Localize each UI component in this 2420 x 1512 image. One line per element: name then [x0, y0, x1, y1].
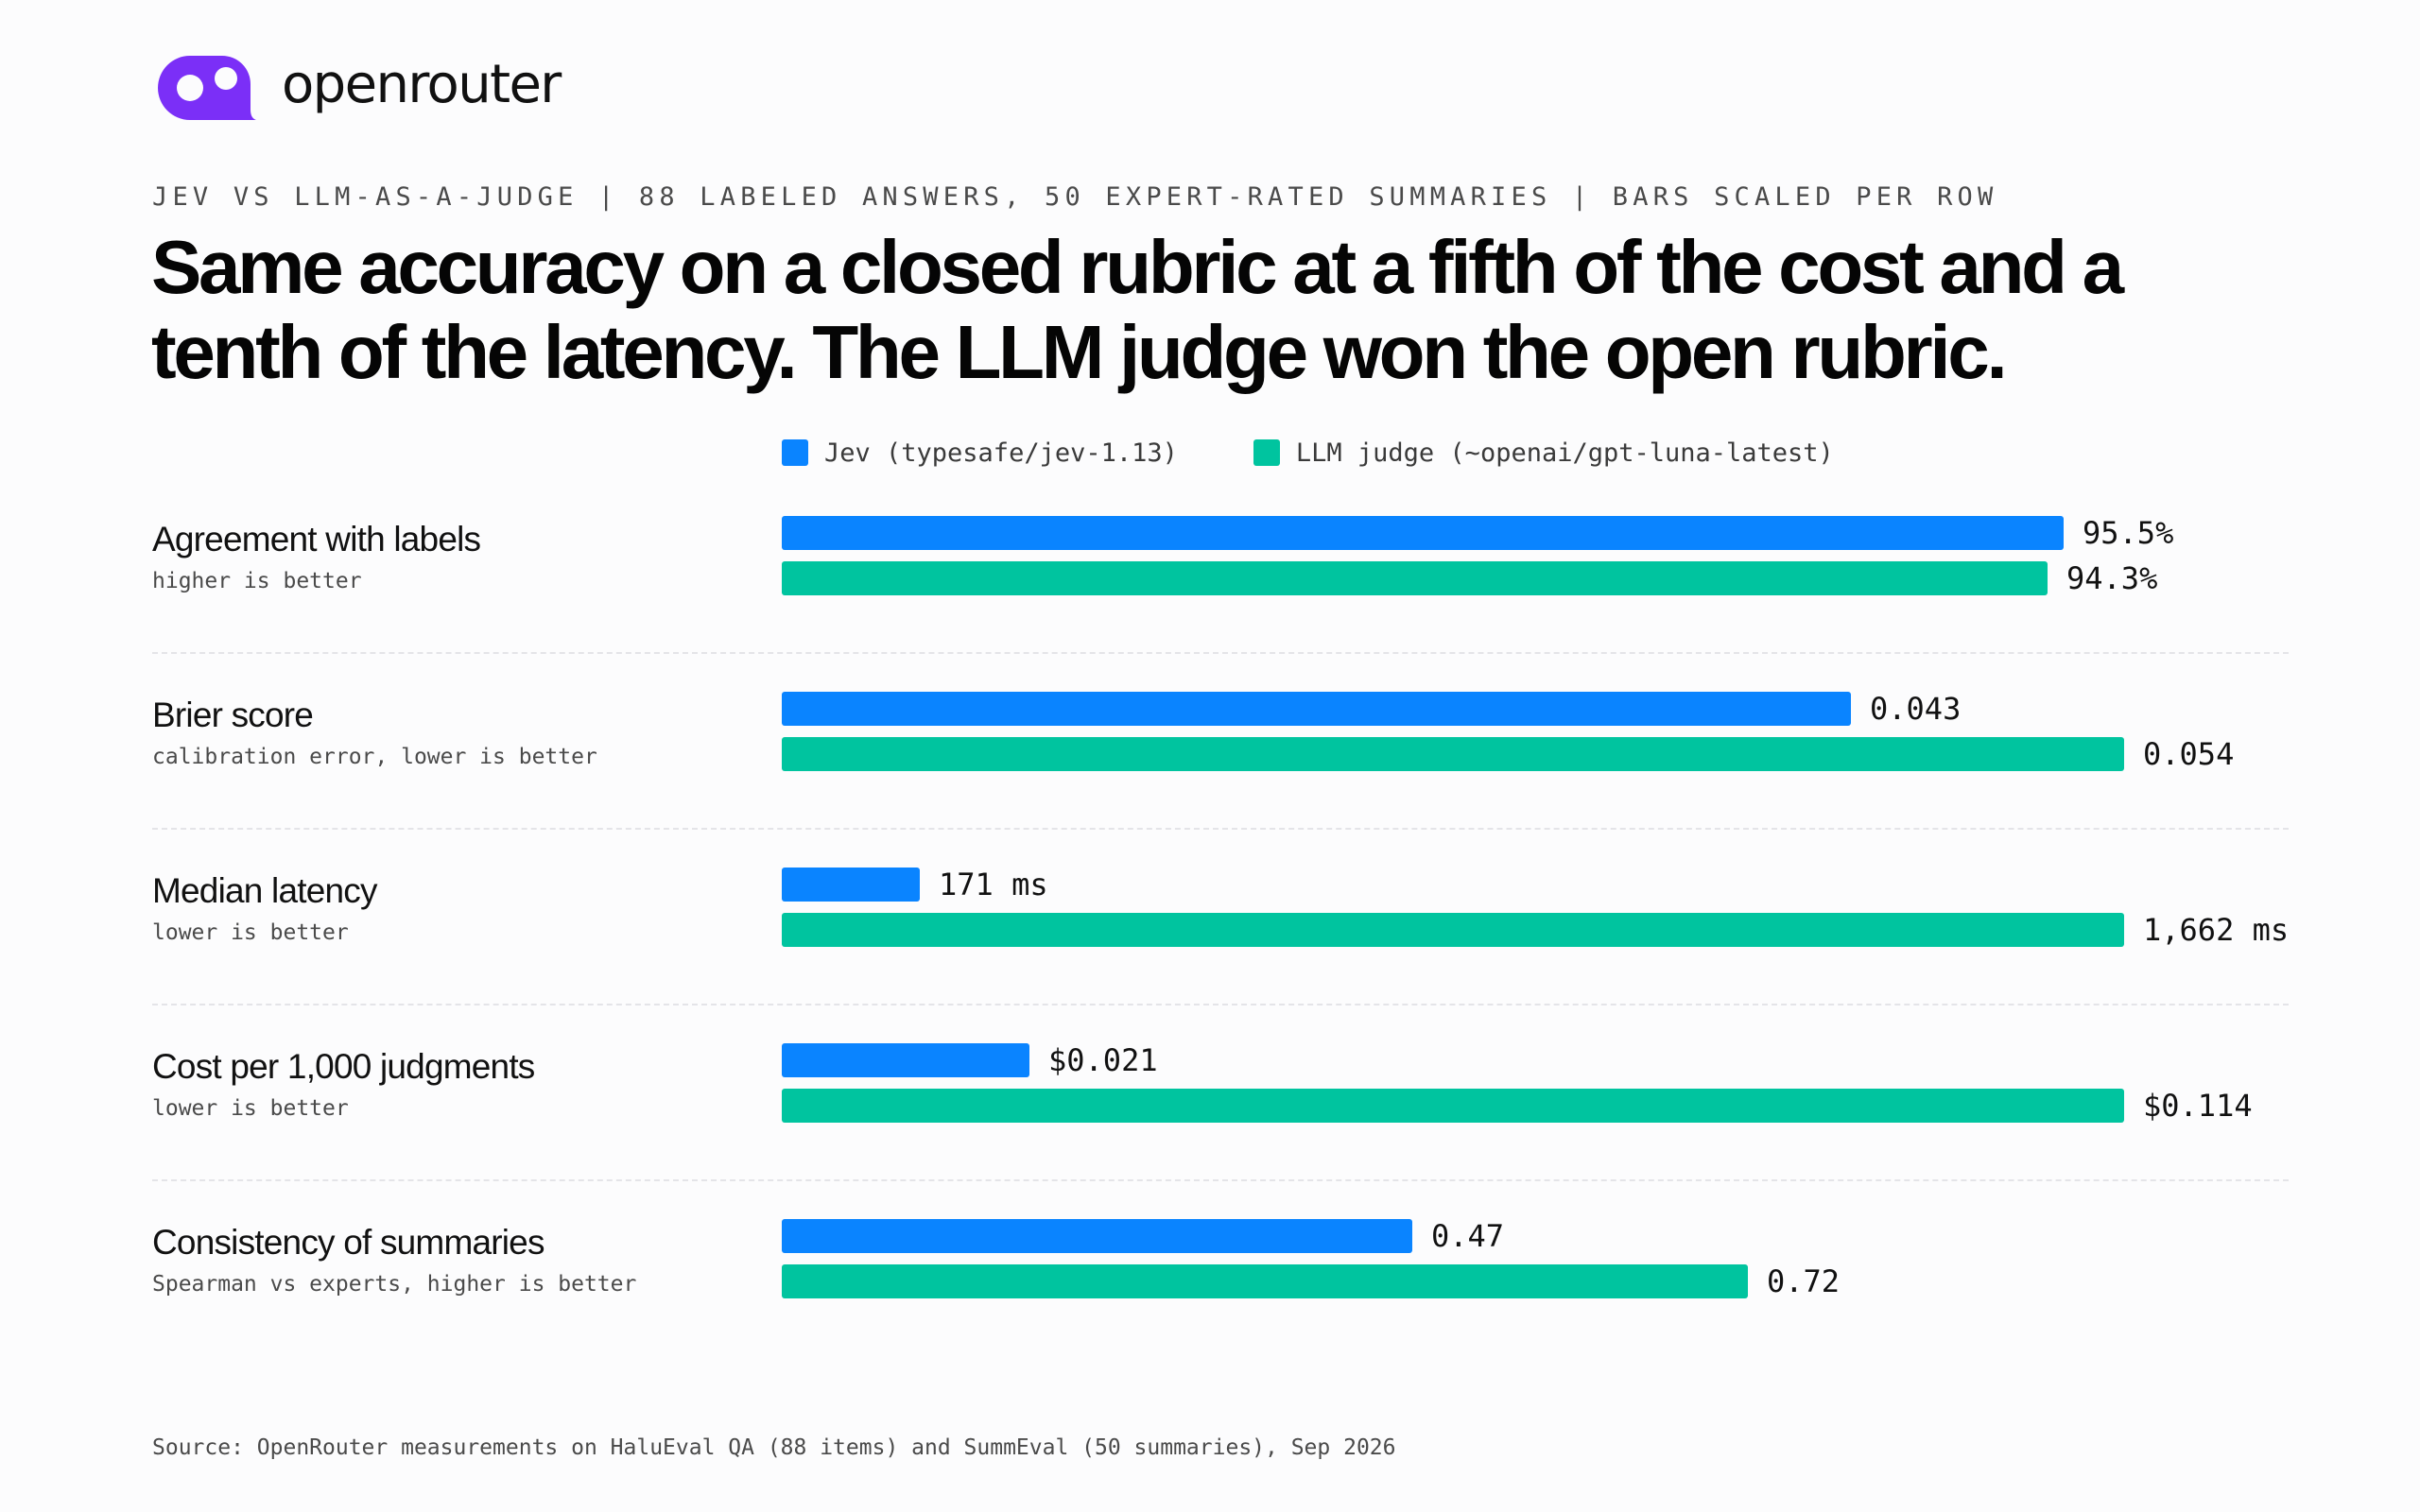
value-label-llm-judge: 94.3%	[2066, 560, 2158, 596]
metric-note: lower is better	[152, 1096, 349, 1121]
value-label-llm-judge: 1,662 ms	[2143, 912, 2290, 948]
legend-label-llm: LLM judge (~openai/gpt-luna-latest)	[1295, 438, 1834, 468]
chart-kicker: JEV VS LLM-AS-A-JUDGE | 88 LABELED ANSWE…	[152, 182, 1998, 212]
brand-name: openrouter	[282, 54, 562, 115]
value-label-jev: 171 ms	[939, 867, 1048, 902]
value-label-jev: 95.5%	[2083, 515, 2174, 551]
bar-jev	[782, 516, 2064, 550]
bar-llm-judge	[782, 1089, 2124, 1123]
metric-label: Cost per 1,000 judgments	[152, 1047, 535, 1086]
metric-row: Cost per 1,000 judgments lower is better…	[0, 1019, 2420, 1189]
metric-row: Consistency of summaries Spearman vs exp…	[0, 1194, 2420, 1365]
bar-jev	[782, 1043, 1029, 1077]
legend-label-jev: Jev (typesafe/jev-1.13)	[824, 438, 1178, 468]
value-label-llm-judge: 0.72	[1767, 1263, 1841, 1299]
headline-line-1: Same accuracy on a closed rubric at a fi…	[151, 225, 2124, 309]
metric-row: Brier score calibration error, lower is …	[0, 667, 2420, 837]
headline-line-2: tenth of the latency. The LLM judge won …	[151, 310, 2008, 394]
bar-llm-judge	[782, 737, 2124, 771]
metric-label: Agreement with labels	[152, 520, 481, 558]
value-label-llm-judge: 0.054	[2143, 736, 2235, 772]
row-divider	[152, 1004, 2289, 1005]
bar-llm-judge	[782, 1264, 1748, 1298]
bar-llm-judge	[782, 913, 2124, 947]
metric-label: Median latency	[152, 871, 377, 910]
openrouter-logo-icon	[158, 56, 256, 120]
metric-note: lower is better	[152, 920, 349, 945]
value-label-jev: 0.47	[1431, 1218, 1505, 1254]
source-note: Source: OpenRouter measurements on HaluE…	[152, 1435, 1396, 1460]
legend-item-jev: Jev (typesafe/jev-1.13)	[782, 438, 1178, 468]
legend-swatch-llm	[1253, 439, 1280, 466]
openrouter-logo: openrouter	[156, 47, 562, 123]
metric-label: Brier score	[152, 696, 314, 734]
value-label-llm-judge: $0.114	[2143, 1088, 2253, 1124]
legend-item-llm: LLM judge (~openai/gpt-luna-latest)	[1253, 438, 1834, 468]
metric-label: Consistency of summaries	[152, 1223, 544, 1262]
row-divider	[152, 652, 2289, 654]
chart-legend: Jev (typesafe/jev-1.13) LLM judge (~open…	[782, 435, 1910, 471]
row-divider	[152, 1179, 2289, 1181]
metric-note: higher is better	[152, 569, 362, 593]
metric-note: Spearman vs experts, higher is better	[152, 1272, 637, 1297]
chart-headline: Same accuracy on a closed rubric at a fi…	[151, 225, 2325, 395]
value-label-jev: $0.021	[1048, 1042, 1158, 1078]
bar-jev	[782, 868, 920, 902]
metric-row: Agreement with labels higher is better 9…	[0, 491, 2420, 662]
row-divider	[152, 828, 2289, 830]
bar-llm-judge	[782, 561, 2048, 595]
bar-jev	[782, 1219, 1412, 1253]
legend-swatch-jev	[782, 439, 808, 466]
bar-jev	[782, 692, 1851, 726]
metric-note: calibration error, lower is better	[152, 745, 597, 769]
metric-row: Median latency lower is better 171 ms 1,…	[0, 843, 2420, 1013]
value-label-jev: 0.043	[1870, 691, 1962, 727]
